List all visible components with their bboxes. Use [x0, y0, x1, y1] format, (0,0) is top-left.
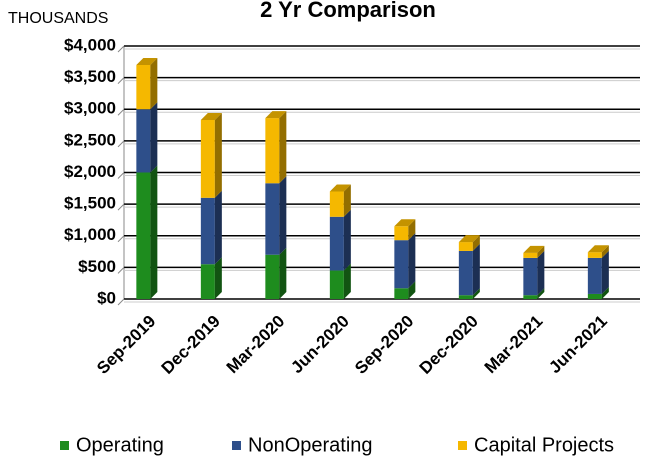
bar-side: [472, 235, 480, 251]
bar-side: [472, 288, 480, 299]
bar-top: [265, 111, 287, 119]
bar-top: [587, 245, 609, 253]
y-tick-label: $1,000: [64, 225, 116, 244]
x-tick-label: Dec-2020: [416, 312, 482, 378]
bar-side: [343, 184, 351, 217]
bar-top: [523, 245, 545, 253]
bar: [587, 293, 602, 299]
chart-title: 2 Yr Comparison: [260, 0, 436, 22]
grid-tick: [117, 140, 125, 148]
legend-label: NonOperating: [248, 434, 373, 456]
bar: [265, 254, 280, 299]
x-tick-label: Jun-2020: [287, 312, 353, 378]
bar-side: [537, 245, 545, 258]
bar-top: [136, 57, 158, 65]
x-tick-label: Sep-2019: [93, 312, 159, 378]
y-tick-label: $3,500: [64, 67, 116, 86]
bar: [136, 64, 151, 110]
grid-tick: [117, 77, 125, 84]
grid-tick: [117, 108, 125, 116]
bar-side: [343, 263, 351, 299]
bar-side: [150, 165, 158, 299]
bar: [136, 109, 151, 173]
bar: [587, 252, 602, 258]
bar-side: [279, 176, 287, 255]
legend-swatch: [232, 441, 241, 450]
y-tick-label: $500: [78, 257, 116, 276]
y-tick-label: $3,000: [64, 99, 116, 118]
bar-top: [394, 219, 416, 227]
y-tick-label: $2,500: [64, 130, 116, 149]
y-tick-label: $0: [97, 288, 116, 307]
bar-side: [279, 111, 287, 184]
bar-side: [214, 113, 222, 198]
bar: [200, 120, 215, 198]
bar-top: [458, 235, 480, 243]
bar-side: [408, 219, 416, 241]
legend-swatch: [60, 441, 69, 450]
bar-side: [537, 288, 545, 299]
bar: [329, 270, 344, 299]
bar-side: [214, 257, 222, 299]
bar-side: [343, 209, 351, 271]
grid-tick: [117, 298, 125, 306]
y-tick-label: $4,000: [64, 35, 116, 54]
bar-top: [329, 184, 351, 192]
bar: [200, 197, 215, 265]
grid-tick: [117, 203, 125, 211]
bar: [523, 295, 538, 299]
bar-side: [472, 243, 480, 296]
legend-swatch: [458, 441, 467, 450]
x-tick-label: Jun-2021: [545, 312, 611, 378]
y-axis-label: THOUSANDS: [8, 10, 108, 27]
bar: [458, 242, 473, 251]
bar-side: [279, 247, 287, 299]
x-tick-label: Sep-2020: [351, 312, 417, 378]
bar: [329, 191, 344, 217]
legend-label: Operating: [76, 434, 164, 456]
bar: [394, 288, 409, 299]
bar-side: [408, 281, 416, 299]
bar-side: [537, 250, 545, 296]
bar-side: [150, 102, 158, 173]
bar: [458, 250, 473, 296]
bar: [329, 216, 344, 271]
grid-tick: [117, 267, 125, 274]
x-tick-label: Mar-2020: [223, 312, 289, 378]
y-tick-label: $2,000: [64, 162, 116, 181]
bar-side: [601, 250, 609, 294]
bar: [265, 118, 280, 184]
bar-side: [601, 245, 609, 258]
bar: [523, 252, 538, 258]
legend-label: Capital Projects: [474, 434, 614, 456]
bar: [458, 295, 473, 299]
bar-side: [150, 57, 158, 110]
bar: [523, 257, 538, 296]
bar-top: [200, 113, 222, 121]
bar: [265, 183, 280, 255]
bar: [136, 172, 151, 299]
x-tick-label: Dec-2019: [158, 312, 224, 378]
y-tick-label: $1,500: [64, 194, 116, 213]
bar-side: [408, 233, 416, 289]
x-tick-label: Mar-2021: [481, 312, 547, 378]
grid-tick: [117, 45, 125, 53]
bar: [394, 240, 409, 289]
bar-side: [601, 286, 609, 299]
bar: [394, 226, 409, 241]
grid-tick: [117, 235, 125, 243]
bar: [587, 257, 602, 294]
bar: [200, 264, 215, 299]
grid-tick: [117, 172, 125, 179]
bar-side: [214, 190, 222, 265]
